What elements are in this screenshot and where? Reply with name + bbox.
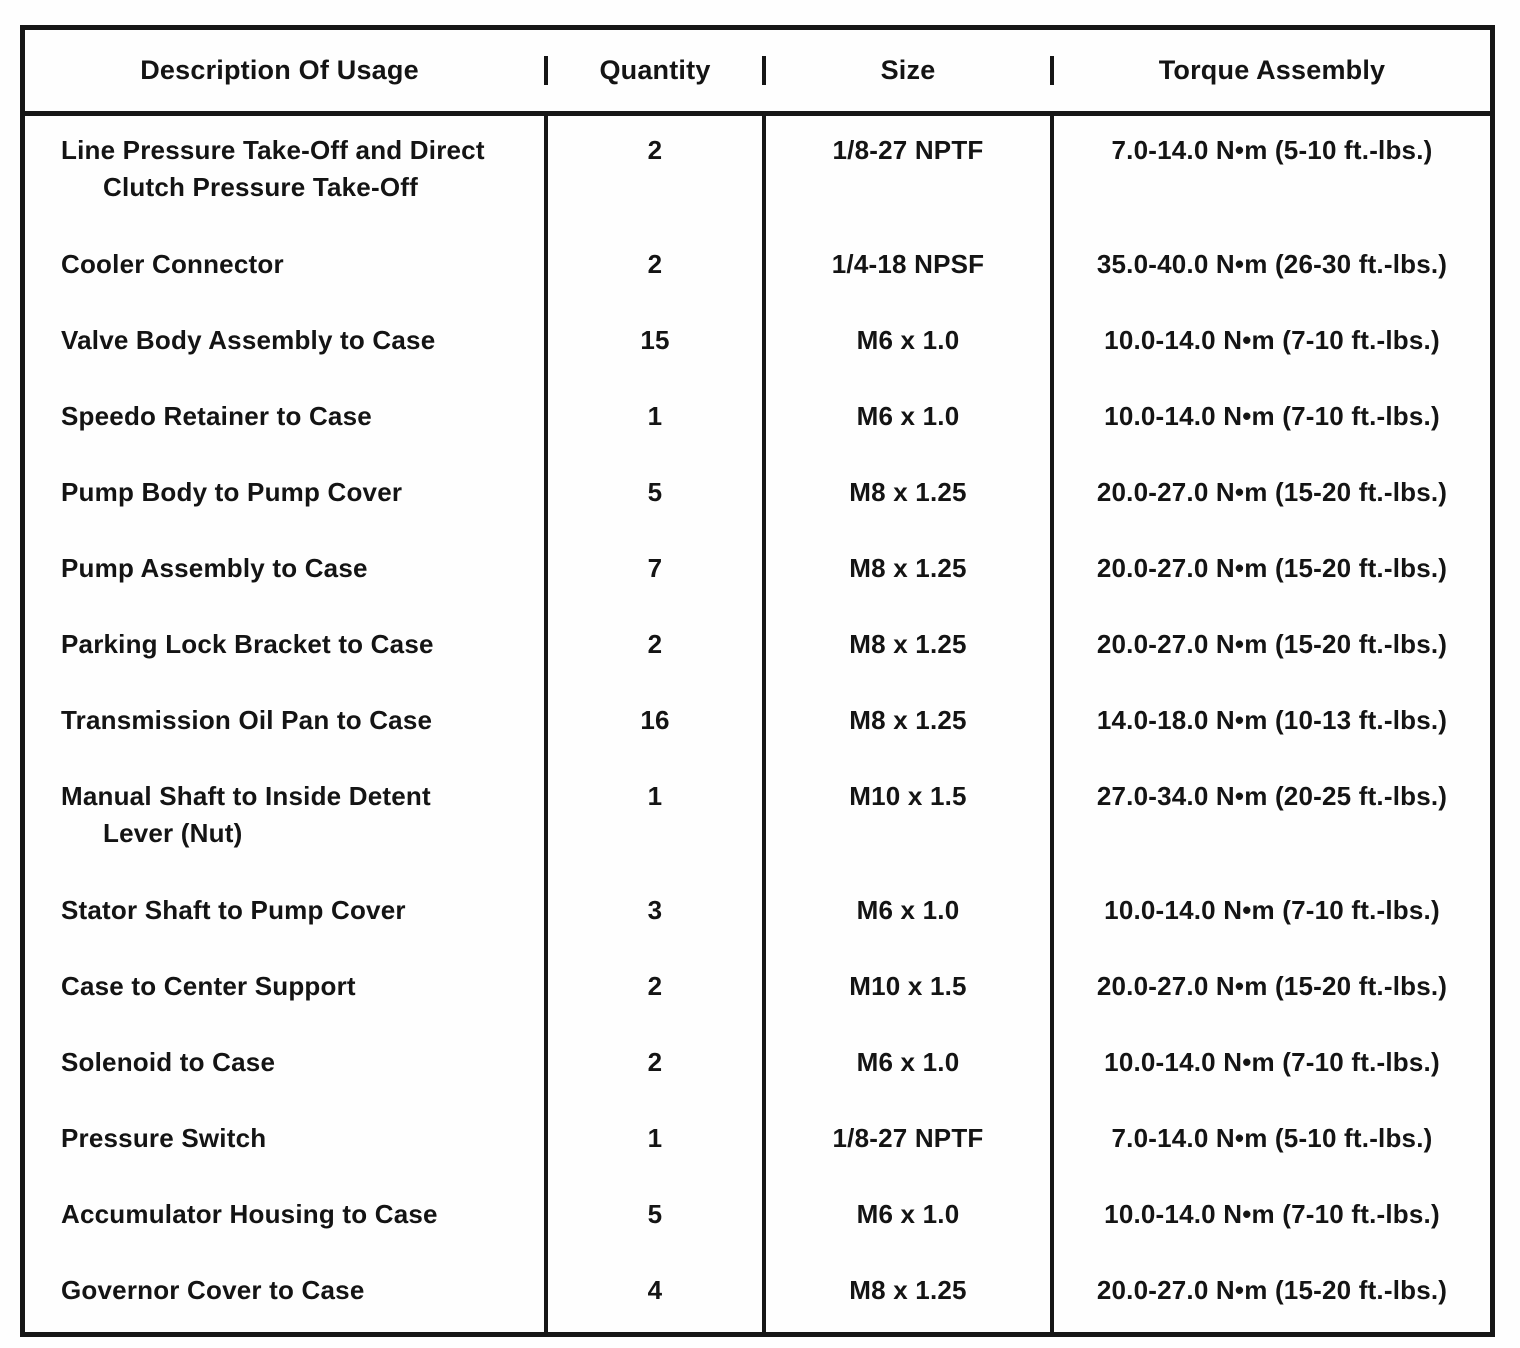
description-cell: Manual Shaft to Inside Detent Lever (Nut… (25, 762, 544, 876)
torque-cell: 27.0-34.0 N•m (20-25 ft.-lbs.) (1050, 762, 1490, 876)
quantity-cell: 4 (544, 1256, 762, 1332)
size-cell: M10 x 1.5 (762, 952, 1050, 1028)
torque-cell: 14.0-18.0 N•m (10-13 ft.-lbs.) (1050, 686, 1490, 762)
table-row: Parking Lock Bracket to Case 2 M8 x 1.25… (25, 610, 1490, 686)
torque-cell: 35.0-40.0 N•m (26-30 ft.-lbs.) (1050, 230, 1490, 306)
quantity-cell: 2 (544, 230, 762, 306)
description-cell: Cooler Connector (25, 230, 544, 306)
size-cell: M8 x 1.25 (762, 534, 1050, 610)
quantity-cell: 5 (544, 1180, 762, 1256)
description-line1: Stator Shaft to Pump Cover (61, 895, 406, 925)
description-cell: Pump Body to Pump Cover (25, 458, 544, 534)
torque-cell: 20.0-27.0 N•m (15-20 ft.-lbs.) (1050, 610, 1490, 686)
description-cell: Stator Shaft to Pump Cover (25, 876, 544, 952)
table-row: Stator Shaft to Pump Cover 3 M6 x 1.0 10… (25, 876, 1490, 952)
quantity-cell: 5 (544, 458, 762, 534)
size-cell: M6 x 1.0 (762, 382, 1050, 458)
size-cell: 1/8-27 NPTF (762, 1104, 1050, 1180)
torque-cell: 10.0-14.0 N•m (7-10 ft.-lbs.) (1050, 1180, 1490, 1256)
table-row: Pump Assembly to Case 7 M8 x 1.25 20.0-2… (25, 534, 1490, 610)
column-header-size: Size (762, 55, 1050, 86)
quantity-cell: 2 (544, 1028, 762, 1104)
description-line1: Pump Assembly to Case (61, 553, 368, 583)
table-row: Line Pressure Take-Off and Direct Clutch… (25, 116, 1490, 230)
description-line1: Transmission Oil Pan to Case (61, 705, 433, 735)
column-header-quantity: Quantity (544, 55, 762, 86)
quantity-cell: 7 (544, 534, 762, 610)
description-cell: Valve Body Assembly to Case (25, 306, 544, 382)
torque-cell: 20.0-27.0 N•m (15-20 ft.-lbs.) (1050, 1256, 1490, 1332)
torque-cell: 20.0-27.0 N•m (15-20 ft.-lbs.) (1050, 952, 1490, 1028)
table-row: Pressure Switch 1 1/8-27 NPTF 7.0-14.0 N… (25, 1104, 1490, 1180)
size-cell: M6 x 1.0 (762, 1028, 1050, 1104)
table-row: Cooler Connector 2 1/4-18 NPSF 35.0-40.0… (25, 230, 1490, 306)
size-cell: M6 x 1.0 (762, 876, 1050, 952)
quantity-cell: 2 (544, 116, 762, 230)
quantity-cell: 1 (544, 382, 762, 458)
description-cell: Transmission Oil Pan to Case (25, 686, 544, 762)
description-line1: Solenoid to Case (61, 1047, 276, 1077)
quantity-cell: 16 (544, 686, 762, 762)
size-cell: M6 x 1.0 (762, 1180, 1050, 1256)
description-line1: Governor Cover to Case (61, 1275, 365, 1305)
size-cell: M6 x 1.0 (762, 306, 1050, 382)
size-cell: M8 x 1.25 (762, 610, 1050, 686)
quantity-cell: 3 (544, 876, 762, 952)
description-line1: Pump Body to Pump Cover (61, 477, 403, 507)
description-cell: Governor Cover to Case (25, 1256, 544, 1332)
quantity-cell: 2 (544, 610, 762, 686)
description-line1: Speedo Retainer to Case (61, 401, 372, 431)
torque-cell: 7.0-14.0 N•m (5-10 ft.-lbs.) (1050, 1104, 1490, 1180)
description-cell: Accumulator Housing to Case (25, 1180, 544, 1256)
description-line1: Cooler Connector (61, 249, 284, 279)
description-cell: Pressure Switch (25, 1104, 544, 1180)
description-line2: Clutch Pressure Take-Off (103, 172, 418, 202)
quantity-cell: 1 (544, 762, 762, 876)
description-cell: Solenoid to Case (25, 1028, 544, 1104)
description-line1: Accumulator Housing to Case (61, 1199, 438, 1229)
description-line1: Pressure Switch (61, 1123, 267, 1153)
torque-cell: 10.0-14.0 N•m (7-10 ft.-lbs.) (1050, 876, 1490, 952)
torque-spec-table: Description Of Usage Quantity Size Torqu… (20, 25, 1495, 1337)
torque-cell: 20.0-27.0 N•m (15-20 ft.-lbs.) (1050, 534, 1490, 610)
size-cell: M10 x 1.5 (762, 762, 1050, 876)
column-header-torque: Torque Assembly (1050, 55, 1490, 86)
table-row: Accumulator Housing to Case 5 M6 x 1.0 1… (25, 1180, 1490, 1256)
description-line2: Lever (Nut) (103, 818, 243, 848)
table-row: Transmission Oil Pan to Case 16 M8 x 1.2… (25, 686, 1490, 762)
description-cell: Speedo Retainer to Case (25, 382, 544, 458)
quantity-cell: 1 (544, 1104, 762, 1180)
size-cell: M8 x 1.25 (762, 458, 1050, 534)
description-line1: Line Pressure Take-Off and Direct (61, 135, 485, 165)
description-line1: Valve Body Assembly to Case (61, 325, 436, 355)
table-row: Case to Center Support 2 M10 x 1.5 20.0-… (25, 952, 1490, 1028)
torque-cell: 10.0-14.0 N•m (7-10 ft.-lbs.) (1050, 306, 1490, 382)
size-cell: 1/4-18 NPSF (762, 230, 1050, 306)
description-cell: Pump Assembly to Case (25, 534, 544, 610)
torque-cell: 7.0-14.0 N•m (5-10 ft.-lbs.) (1050, 116, 1490, 230)
quantity-cell: 2 (544, 952, 762, 1028)
column-header-description: Description Of Usage (140, 54, 419, 85)
quantity-cell: 15 (544, 306, 762, 382)
description-cell: Case to Center Support (25, 952, 544, 1028)
torque-cell: 10.0-14.0 N•m (7-10 ft.-lbs.) (1050, 382, 1490, 458)
size-cell: 1/8-27 NPTF (762, 116, 1050, 230)
torque-cell: 10.0-14.0 N•m (7-10 ft.-lbs.) (1050, 1028, 1490, 1104)
table-row: Governor Cover to Case 4 M8 x 1.25 20.0-… (25, 1256, 1490, 1332)
description-line1: Case to Center Support (61, 971, 356, 1001)
table-row: Pump Body to Pump Cover 5 M8 x 1.25 20.0… (25, 458, 1490, 534)
table-header-row: Description Of Usage Quantity Size Torqu… (25, 30, 1490, 116)
torque-cell: 20.0-27.0 N•m (15-20 ft.-lbs.) (1050, 458, 1490, 534)
description-cell: Parking Lock Bracket to Case (25, 610, 544, 686)
description-line1: Manual Shaft to Inside Detent (61, 781, 431, 811)
table-row: Manual Shaft to Inside Detent Lever (Nut… (25, 762, 1490, 876)
table-row: Speedo Retainer to Case 1 M6 x 1.0 10.0-… (25, 382, 1490, 458)
description-line1: Parking Lock Bracket to Case (61, 629, 434, 659)
description-cell: Line Pressure Take-Off and Direct Clutch… (25, 116, 544, 230)
size-cell: M8 x 1.25 (762, 1256, 1050, 1332)
table-row: Valve Body Assembly to Case 15 M6 x 1.0 … (25, 306, 1490, 382)
table-row: Solenoid to Case 2 M6 x 1.0 10.0-14.0 N•… (25, 1028, 1490, 1104)
size-cell: M8 x 1.25 (762, 686, 1050, 762)
